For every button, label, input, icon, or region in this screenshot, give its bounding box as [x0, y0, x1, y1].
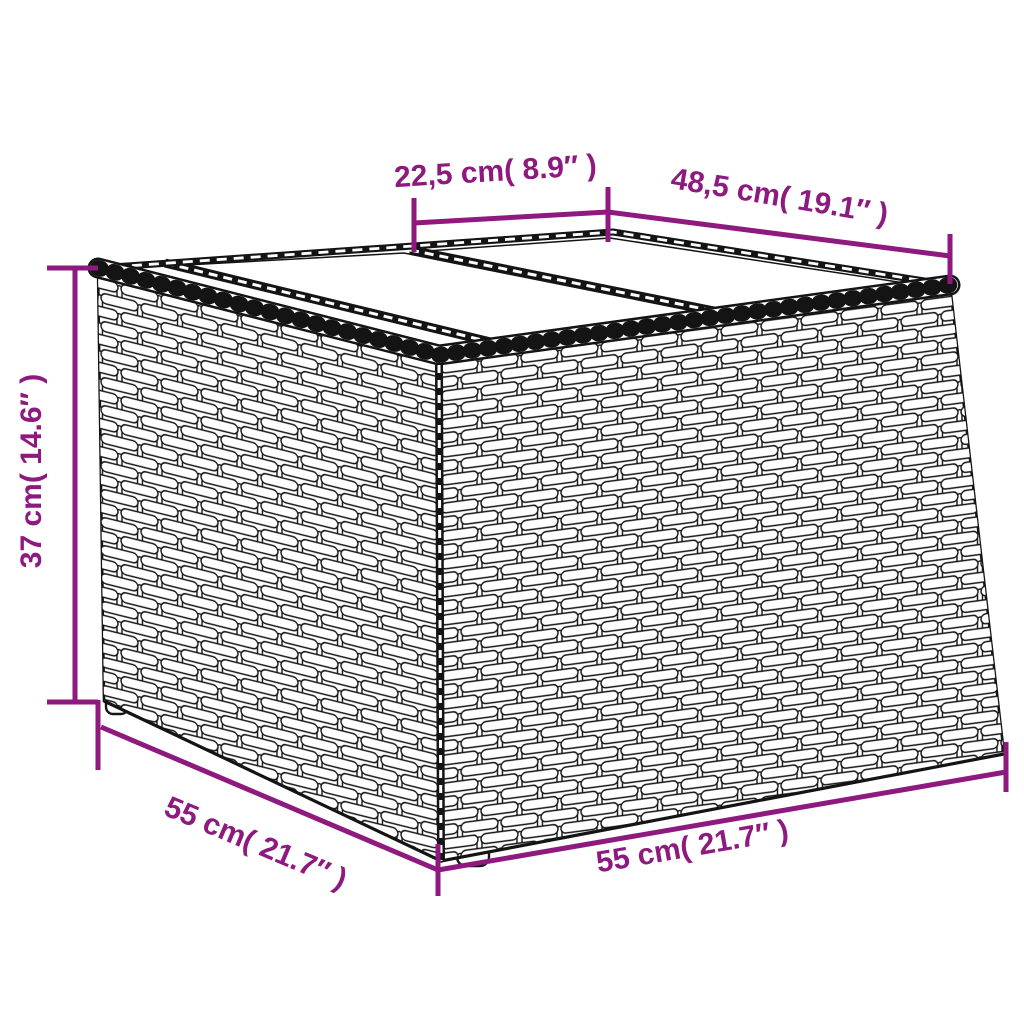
- label-top-panel: 22,5 cm( 8.9″ ): [393, 149, 597, 194]
- left-face: [96, 266, 443, 864]
- table-top: [87, 228, 961, 862]
- front-rim: [87, 257, 961, 366]
- front-face: [437, 283, 1006, 863]
- dimension-top-edge: [607, 209, 953, 284]
- back-rim-edges: [97, 228, 951, 289]
- table-illustration: [87, 228, 1006, 868]
- dimension-width: [437, 742, 1009, 873]
- glass-dividers: [163, 245, 740, 351]
- dimension-height: [47, 265, 98, 705]
- label-top-edge: 48,5 cm( 19.1″ ): [669, 162, 891, 231]
- label-height: 37 cm( 14.6″ ): [15, 374, 48, 568]
- front-corner-edge: [435, 364, 445, 862]
